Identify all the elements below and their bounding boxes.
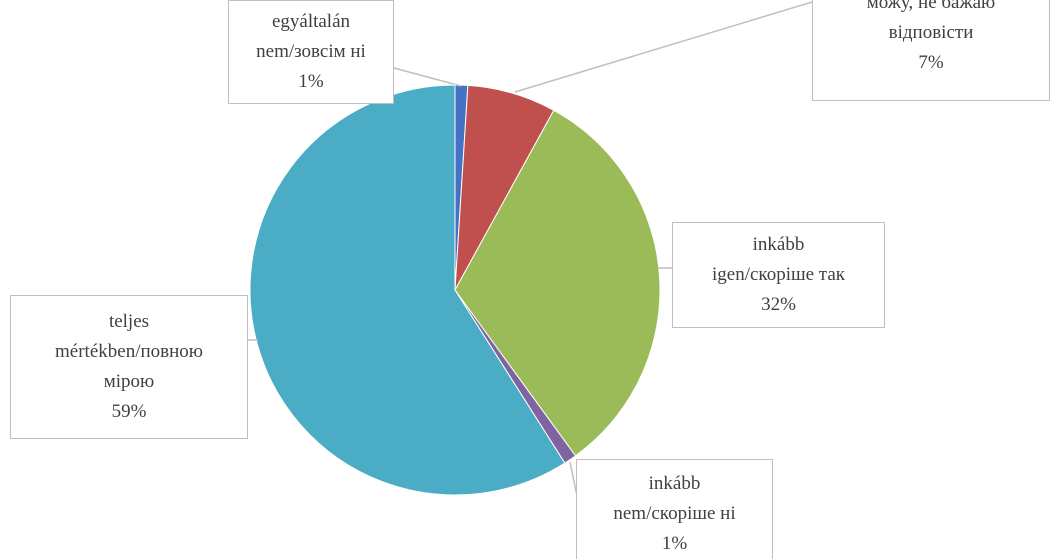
leader-line — [393, 67, 462, 87]
pie-slice — [249, 84, 566, 496]
label-category: можу, не бажаю відповісти — [866, 0, 996, 43]
data-label: inkább nem/скоріше ні 1% — [576, 459, 773, 559]
data-label: можу, не бажаю відповісти 7% — [812, 0, 1050, 101]
label-value: 1% — [298, 71, 324, 92]
pie-slice — [454, 109, 661, 457]
data-label: egyáltalán nem/зовсім ні 1% — [228, 0, 394, 104]
label-value: 1% — [661, 533, 688, 554]
leader-line — [514, 1, 813, 93]
label-category: teljes mértékben/повною мірою — [55, 311, 203, 392]
label-value: 32% — [761, 294, 796, 315]
label-category: egyáltalán nem/зовсім ні — [256, 11, 366, 62]
label-category: inkább igen/скоріше так — [712, 234, 845, 285]
label-value: 7% — [918, 52, 944, 73]
label-value: 59% — [111, 401, 147, 422]
label-category: inkább nem/скоріше ні — [613, 473, 736, 524]
data-label: inkább igen/скоріше так 32% — [672, 222, 885, 328]
data-label: teljes mértékben/повною мірою 59% — [10, 295, 248, 439]
